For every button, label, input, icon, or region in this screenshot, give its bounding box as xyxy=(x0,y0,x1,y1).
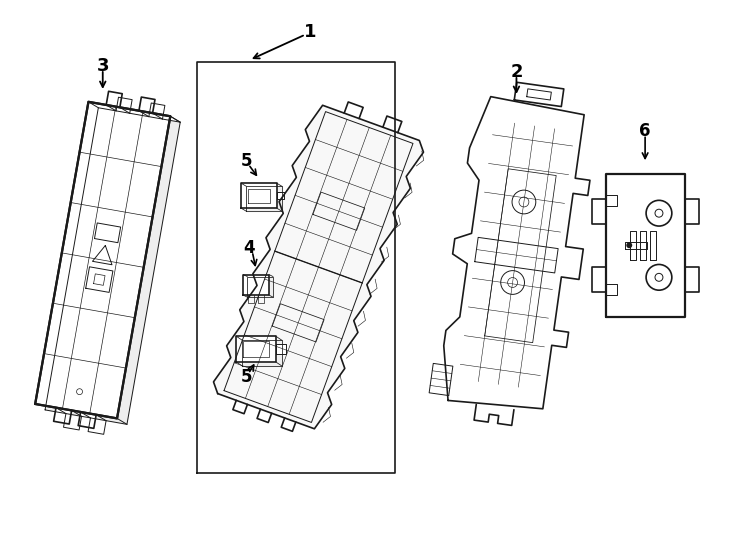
Polygon shape xyxy=(444,97,590,409)
Polygon shape xyxy=(54,408,72,424)
Polygon shape xyxy=(592,199,606,224)
Polygon shape xyxy=(685,267,699,292)
Polygon shape xyxy=(241,183,277,208)
Text: 4: 4 xyxy=(244,239,255,257)
Polygon shape xyxy=(214,105,424,429)
Text: 2: 2 xyxy=(510,63,523,81)
Polygon shape xyxy=(236,336,276,362)
Circle shape xyxy=(626,242,632,248)
Text: 6: 6 xyxy=(639,123,651,140)
Polygon shape xyxy=(35,102,170,419)
Polygon shape xyxy=(247,276,273,297)
Polygon shape xyxy=(243,274,269,295)
Polygon shape xyxy=(92,246,112,265)
Polygon shape xyxy=(515,82,564,106)
Text: 1: 1 xyxy=(305,23,317,42)
Polygon shape xyxy=(86,267,113,292)
Text: 3: 3 xyxy=(96,57,109,75)
Polygon shape xyxy=(246,186,282,211)
Polygon shape xyxy=(474,404,514,426)
Polygon shape xyxy=(197,62,395,473)
Polygon shape xyxy=(242,340,282,366)
Polygon shape xyxy=(106,91,123,107)
Polygon shape xyxy=(35,102,170,419)
Polygon shape xyxy=(429,363,453,396)
Text: 5: 5 xyxy=(241,152,252,170)
Polygon shape xyxy=(95,223,120,242)
Polygon shape xyxy=(45,108,181,424)
Polygon shape xyxy=(277,192,284,199)
Polygon shape xyxy=(685,199,699,224)
Polygon shape xyxy=(606,174,685,316)
Polygon shape xyxy=(139,97,155,113)
Polygon shape xyxy=(79,412,96,428)
Polygon shape xyxy=(276,344,286,354)
Polygon shape xyxy=(592,267,606,292)
Text: 5: 5 xyxy=(241,368,252,386)
